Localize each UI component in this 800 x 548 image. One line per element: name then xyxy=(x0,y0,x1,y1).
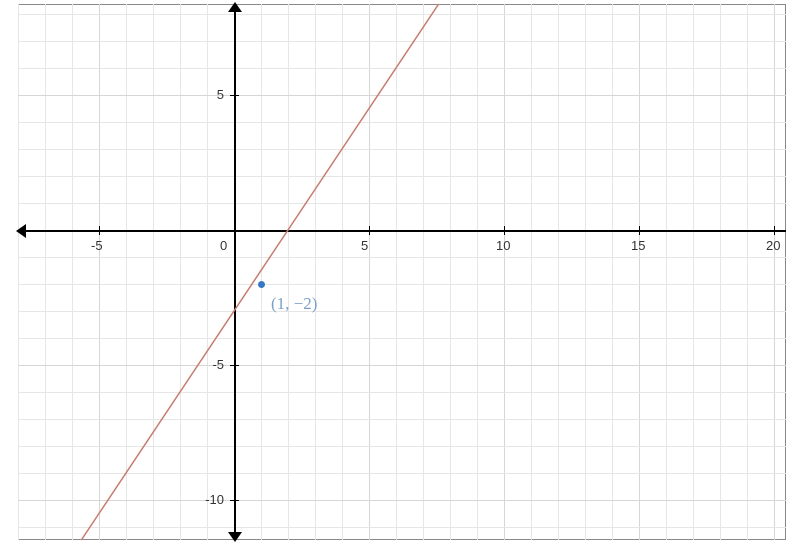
grid-hline xyxy=(18,284,786,285)
grid-vline xyxy=(180,4,181,540)
x-axis xyxy=(18,230,786,232)
y-tick-label: 5 xyxy=(217,87,224,102)
grid-hline xyxy=(18,68,786,69)
grid-hline xyxy=(18,14,786,15)
point-marker xyxy=(258,281,265,288)
grid-vline xyxy=(450,4,451,540)
grid-vline xyxy=(369,4,370,540)
y-axis xyxy=(234,4,236,540)
grid-vline xyxy=(396,4,397,540)
grid-vline xyxy=(99,4,100,540)
grid-vline xyxy=(126,4,127,540)
grid-hline xyxy=(18,176,786,177)
grid-hline xyxy=(18,419,786,420)
grid-hline xyxy=(18,473,786,474)
grid-hline xyxy=(18,149,786,150)
grid-hline xyxy=(18,392,786,393)
axis-arrow-up xyxy=(228,2,242,12)
x-tick-label: 15 xyxy=(631,238,645,253)
x-tick-label: 0 xyxy=(220,238,227,253)
grid-vline xyxy=(558,4,559,540)
grid-hline xyxy=(18,122,786,123)
grid-hline xyxy=(18,500,786,501)
grid-vline xyxy=(261,4,262,540)
grid-vline xyxy=(423,4,424,540)
axis-arrow-left xyxy=(16,224,26,238)
grid-vline xyxy=(585,4,586,540)
axis-arrow-down xyxy=(228,532,242,542)
grid-hline xyxy=(18,446,786,447)
y-tick-label: -5 xyxy=(212,357,224,372)
point-label: (1, −2) xyxy=(271,294,317,314)
x-tick-label: 20 xyxy=(766,238,780,253)
x-tick xyxy=(99,226,100,235)
grid-hline xyxy=(18,365,786,366)
y-tick xyxy=(230,365,239,366)
y-tick xyxy=(230,500,239,501)
x-tick-label: 10 xyxy=(496,238,510,253)
x-tick-label: 5 xyxy=(361,238,368,253)
grid-hline xyxy=(18,41,786,42)
grid-vline xyxy=(153,4,154,540)
grid-vline xyxy=(207,4,208,540)
grid-vline xyxy=(666,4,667,540)
x-tick xyxy=(774,226,775,235)
grid-vline xyxy=(45,4,46,540)
grid-vline xyxy=(774,4,775,540)
grid-vline xyxy=(612,4,613,540)
grid-hline xyxy=(18,95,786,96)
grid-vline xyxy=(72,4,73,540)
grid-vline xyxy=(315,4,316,540)
grid-hline xyxy=(18,527,786,528)
grid-vline xyxy=(504,4,505,540)
y-tick-label: -10 xyxy=(205,492,224,507)
grid-vline xyxy=(639,4,640,540)
grid-hline xyxy=(18,257,786,258)
x-tick xyxy=(369,226,370,235)
grid-vline xyxy=(288,4,289,540)
grid-vline xyxy=(720,4,721,540)
grid-hline xyxy=(18,203,786,204)
grid-vline xyxy=(342,4,343,540)
grid-vline xyxy=(477,4,478,540)
grid-vline xyxy=(18,4,19,540)
grid-hline xyxy=(18,311,786,312)
grid-vline xyxy=(747,4,748,540)
grid-hline xyxy=(18,338,786,339)
x-tick xyxy=(504,226,505,235)
grid-vline xyxy=(693,4,694,540)
y-tick xyxy=(230,95,239,96)
x-tick-label: -5 xyxy=(91,238,103,253)
grid-vline xyxy=(531,4,532,540)
x-tick xyxy=(639,226,640,235)
plot-frame xyxy=(18,4,786,540)
